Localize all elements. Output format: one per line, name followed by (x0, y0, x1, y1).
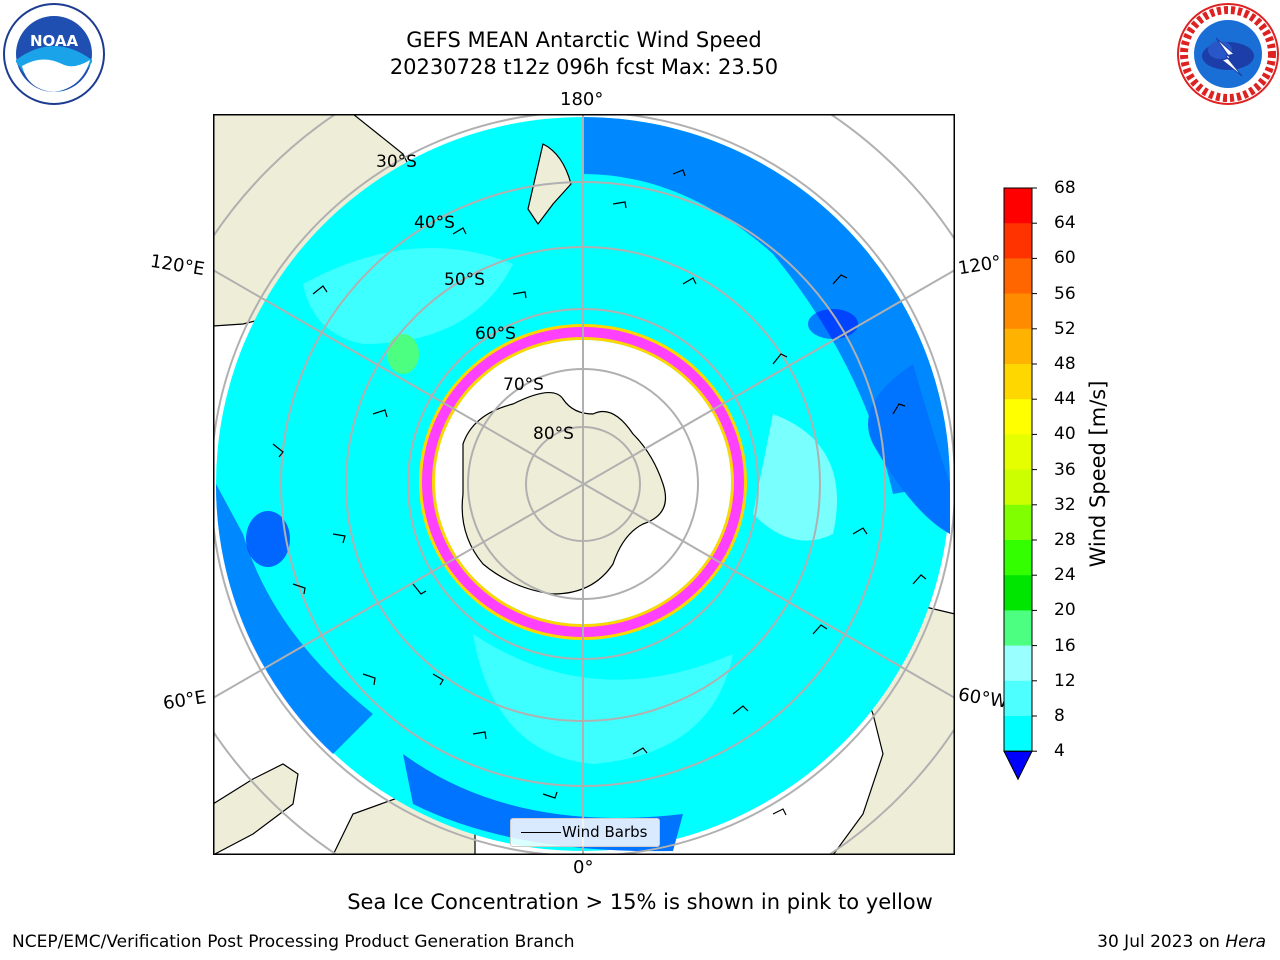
lon-label-180: 180° (560, 89, 604, 110)
colorbar-tick-label: 36 (1054, 459, 1076, 480)
colorbar-segment (1004, 540, 1032, 576)
lat-label-50s: 50°S (444, 270, 485, 290)
colorbar-segment (1004, 258, 1032, 295)
madagascar-land (213, 763, 299, 855)
colorbar-segment (1004, 328, 1032, 365)
lat-label-40s: 40°S (414, 213, 455, 233)
lat-label-30s: 30°S (376, 152, 417, 172)
colorbar-segment (1004, 469, 1032, 506)
nws-logo (1177, 3, 1279, 105)
lon-label-60e: 60°E (161, 686, 208, 715)
colorbar-tick-label: 32 (1054, 494, 1076, 515)
colorbar-label: Wind Speed [m/s] (1086, 380, 1110, 568)
footer-credit: NCEP/EMC/Verification Post Processing Pr… (12, 932, 575, 952)
colorbar-segment (1004, 504, 1032, 541)
colorbar-segment (1004, 293, 1032, 330)
colorbar-extend-arrow (1003, 750, 1033, 781)
colorbar-segment (1004, 680, 1032, 717)
polar-map (213, 114, 955, 855)
colorbar-segment (1004, 575, 1032, 611)
wind-barbs (272, 169, 927, 816)
colorbar-tick-label: 8 (1054, 706, 1065, 726)
noaa-logo-text: NOAA (30, 32, 79, 50)
lon-label-0: 0° (573, 857, 594, 878)
footer-date: 30 Jul 2023 on Hera (1097, 932, 1266, 952)
colorbar-tick-label: 28 (1054, 530, 1076, 550)
lat-label-60s: 60°S (475, 324, 516, 344)
colorbar-tick-label: 68 (1054, 178, 1076, 198)
sea-ice-note: Sea Ice Concentration > 15% is shown in … (347, 890, 933, 914)
colorbar-segment (1004, 645, 1032, 682)
colorbar-segment (1004, 399, 1032, 435)
colorbar-tick-label: 20 (1054, 600, 1076, 621)
noaa-logo: NOAA (3, 3, 105, 105)
colorbar-tick-label: 12 (1054, 670, 1076, 691)
colorbar-segment (1004, 716, 1032, 752)
footer-date-text: 30 Jul 2023 on (1097, 932, 1226, 952)
map-legend: Wind Barbs (510, 818, 660, 847)
colorbar-tick-label: 52 (1054, 318, 1076, 339)
colorbar-tick-label: 4 (1054, 741, 1065, 762)
colorbar-tick-label: 64 (1054, 213, 1076, 234)
colorbar-tick-label: 60 (1054, 248, 1076, 269)
colorbar-tick-label: 16 (1054, 635, 1076, 656)
chart-subtitle: 20230728 t12z 096h fcst Max: 23.50 (389, 55, 779, 79)
colorbar-segment (1004, 223, 1032, 259)
colorbar-tick-label: 48 (1054, 354, 1076, 374)
footer-machine: Hera (1225, 932, 1266, 952)
colorbar-segment (1004, 434, 1032, 471)
lat-label-80s: 80°S (533, 424, 574, 444)
legend-label: Wind Barbs (562, 823, 648, 841)
lat-label-70s: 70°S (503, 375, 544, 395)
legend-barb-swatch (521, 832, 561, 833)
lon-label-120e: 120°E (148, 250, 207, 281)
colorbar-segment (1004, 364, 1032, 400)
colorbar-tick-label: 44 (1054, 389, 1076, 410)
chart-title: GEFS MEAN Antarctic Wind Speed (406, 28, 762, 52)
colorbar-tick-label: 56 (1054, 283, 1076, 304)
colorbar-tick-label: 24 (1054, 565, 1076, 586)
colorbar-tick-label: 40 (1054, 424, 1076, 445)
colorbar (1003, 187, 1037, 781)
colorbar-segment (1004, 188, 1032, 224)
colorbar-segment (1004, 610, 1032, 647)
